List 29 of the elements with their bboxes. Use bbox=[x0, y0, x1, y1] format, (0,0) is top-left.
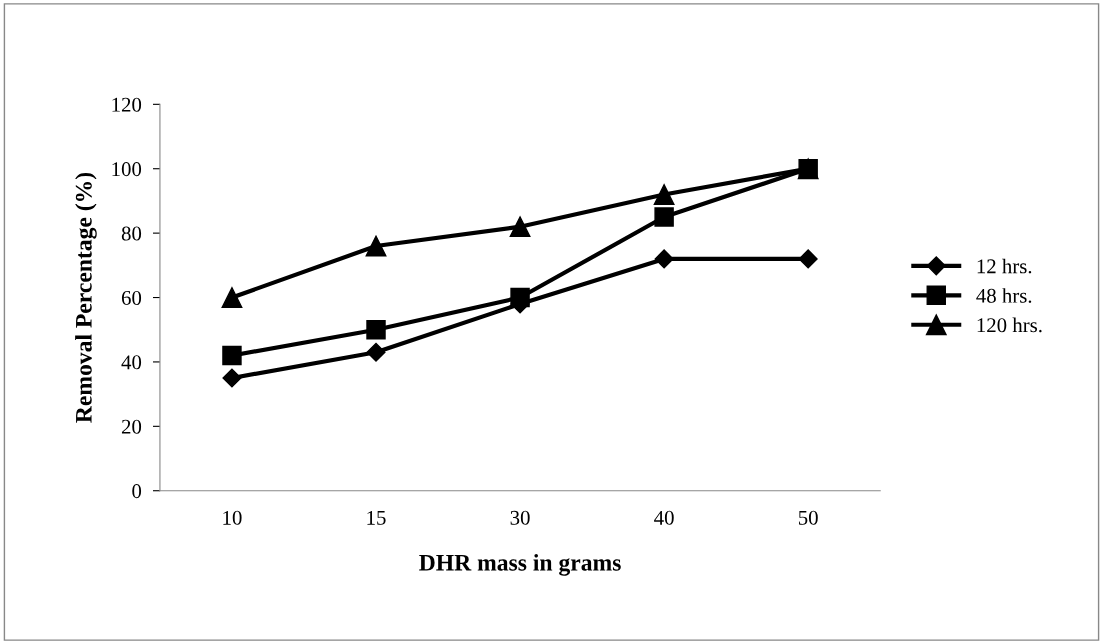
point bbox=[365, 235, 387, 257]
legend-label: 12 hrs. bbox=[977, 258, 1032, 274]
y-tick-label: 120 bbox=[112, 97, 142, 112]
y-tick-label: 40 bbox=[121, 355, 142, 370]
legend-label: 48 hrs. bbox=[976, 288, 1032, 303]
point bbox=[366, 342, 386, 362]
point bbox=[221, 287, 243, 308]
y-axis-title: Removal Percentage (%) bbox=[75, 172, 97, 423]
point bbox=[366, 320, 386, 340]
legend-label: 120 hrs. bbox=[977, 317, 1042, 333]
point bbox=[222, 345, 242, 366]
x-tick-label: 40 bbox=[654, 510, 674, 525]
point bbox=[654, 249, 674, 269]
x-axis-title: DHR mass in grams bbox=[419, 554, 621, 576]
point bbox=[509, 216, 531, 238]
x-tick-label: 50 bbox=[798, 510, 818, 525]
x-tick-label: 15 bbox=[367, 510, 386, 525]
point bbox=[222, 368, 242, 388]
y-tick-label: 0 bbox=[132, 484, 142, 499]
x-tick-label: 30 bbox=[510, 510, 530, 525]
y-tick-label: 80 bbox=[121, 226, 142, 241]
point bbox=[654, 207, 674, 227]
point bbox=[798, 249, 818, 269]
point bbox=[653, 184, 675, 205]
y-tick-label: 20 bbox=[121, 419, 142, 434]
y-tick-label: 100 bbox=[112, 162, 142, 177]
point bbox=[510, 287, 530, 308]
x-tick-label: 10 bbox=[223, 510, 242, 525]
y-tick-label: 60 bbox=[121, 290, 142, 305]
